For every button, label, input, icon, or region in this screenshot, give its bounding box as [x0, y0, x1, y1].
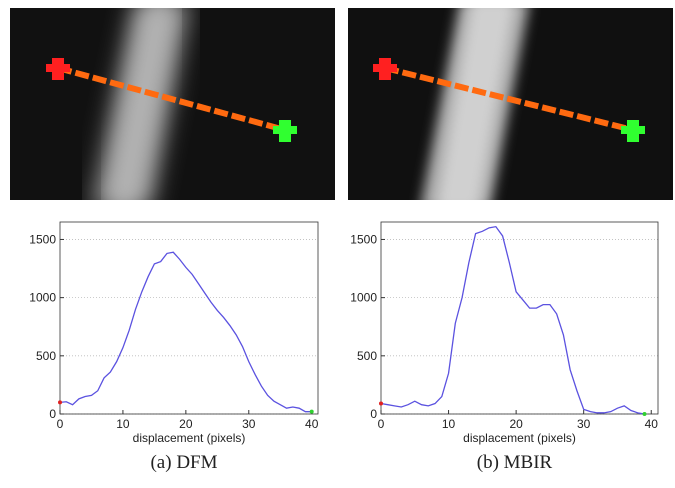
x-tick-label: 10: [442, 417, 456, 431]
data-line: [59, 251, 312, 413]
x-tick-label: 30: [577, 417, 591, 431]
y-tick-label: 1000: [29, 291, 56, 305]
caption: (a) DFM: [150, 452, 217, 473]
y-tick-label: 1500: [350, 232, 377, 246]
x-tick-label: 20: [179, 417, 193, 431]
data-line: [380, 225, 645, 415]
x-axis-label: displacement (pixels): [133, 431, 246, 445]
start-marker: [379, 401, 383, 406]
x-tick-label: 10: [116, 417, 130, 431]
x-tick-label: 40: [305, 417, 319, 431]
x-tick-label: 0: [378, 417, 385, 431]
plot-frame: [380, 221, 659, 415]
image-dfm: [10, 8, 335, 200]
y-tick-label: 500: [36, 349, 56, 363]
start-marker: [58, 400, 62, 405]
caption: (b) MBIR: [477, 452, 553, 473]
x-tick-label: 20: [509, 417, 523, 431]
y-tick-label: 0: [49, 407, 56, 421]
end-marker: [309, 409, 314, 414]
x-tick-label: 0: [57, 417, 64, 431]
x-axis-label: displacement (pixels): [463, 431, 576, 445]
plot-frame: [59, 221, 319, 415]
x-tick-label: 40: [645, 417, 659, 431]
image-mbir: [348, 8, 673, 200]
end-marker: [642, 412, 647, 416]
y-tick-label: 1500: [29, 232, 56, 246]
x-tick-label: 30: [242, 417, 256, 431]
y-tick-label: 500: [357, 349, 377, 363]
y-tick-label: 0: [370, 407, 377, 421]
y-tick-label: 1000: [350, 291, 377, 305]
